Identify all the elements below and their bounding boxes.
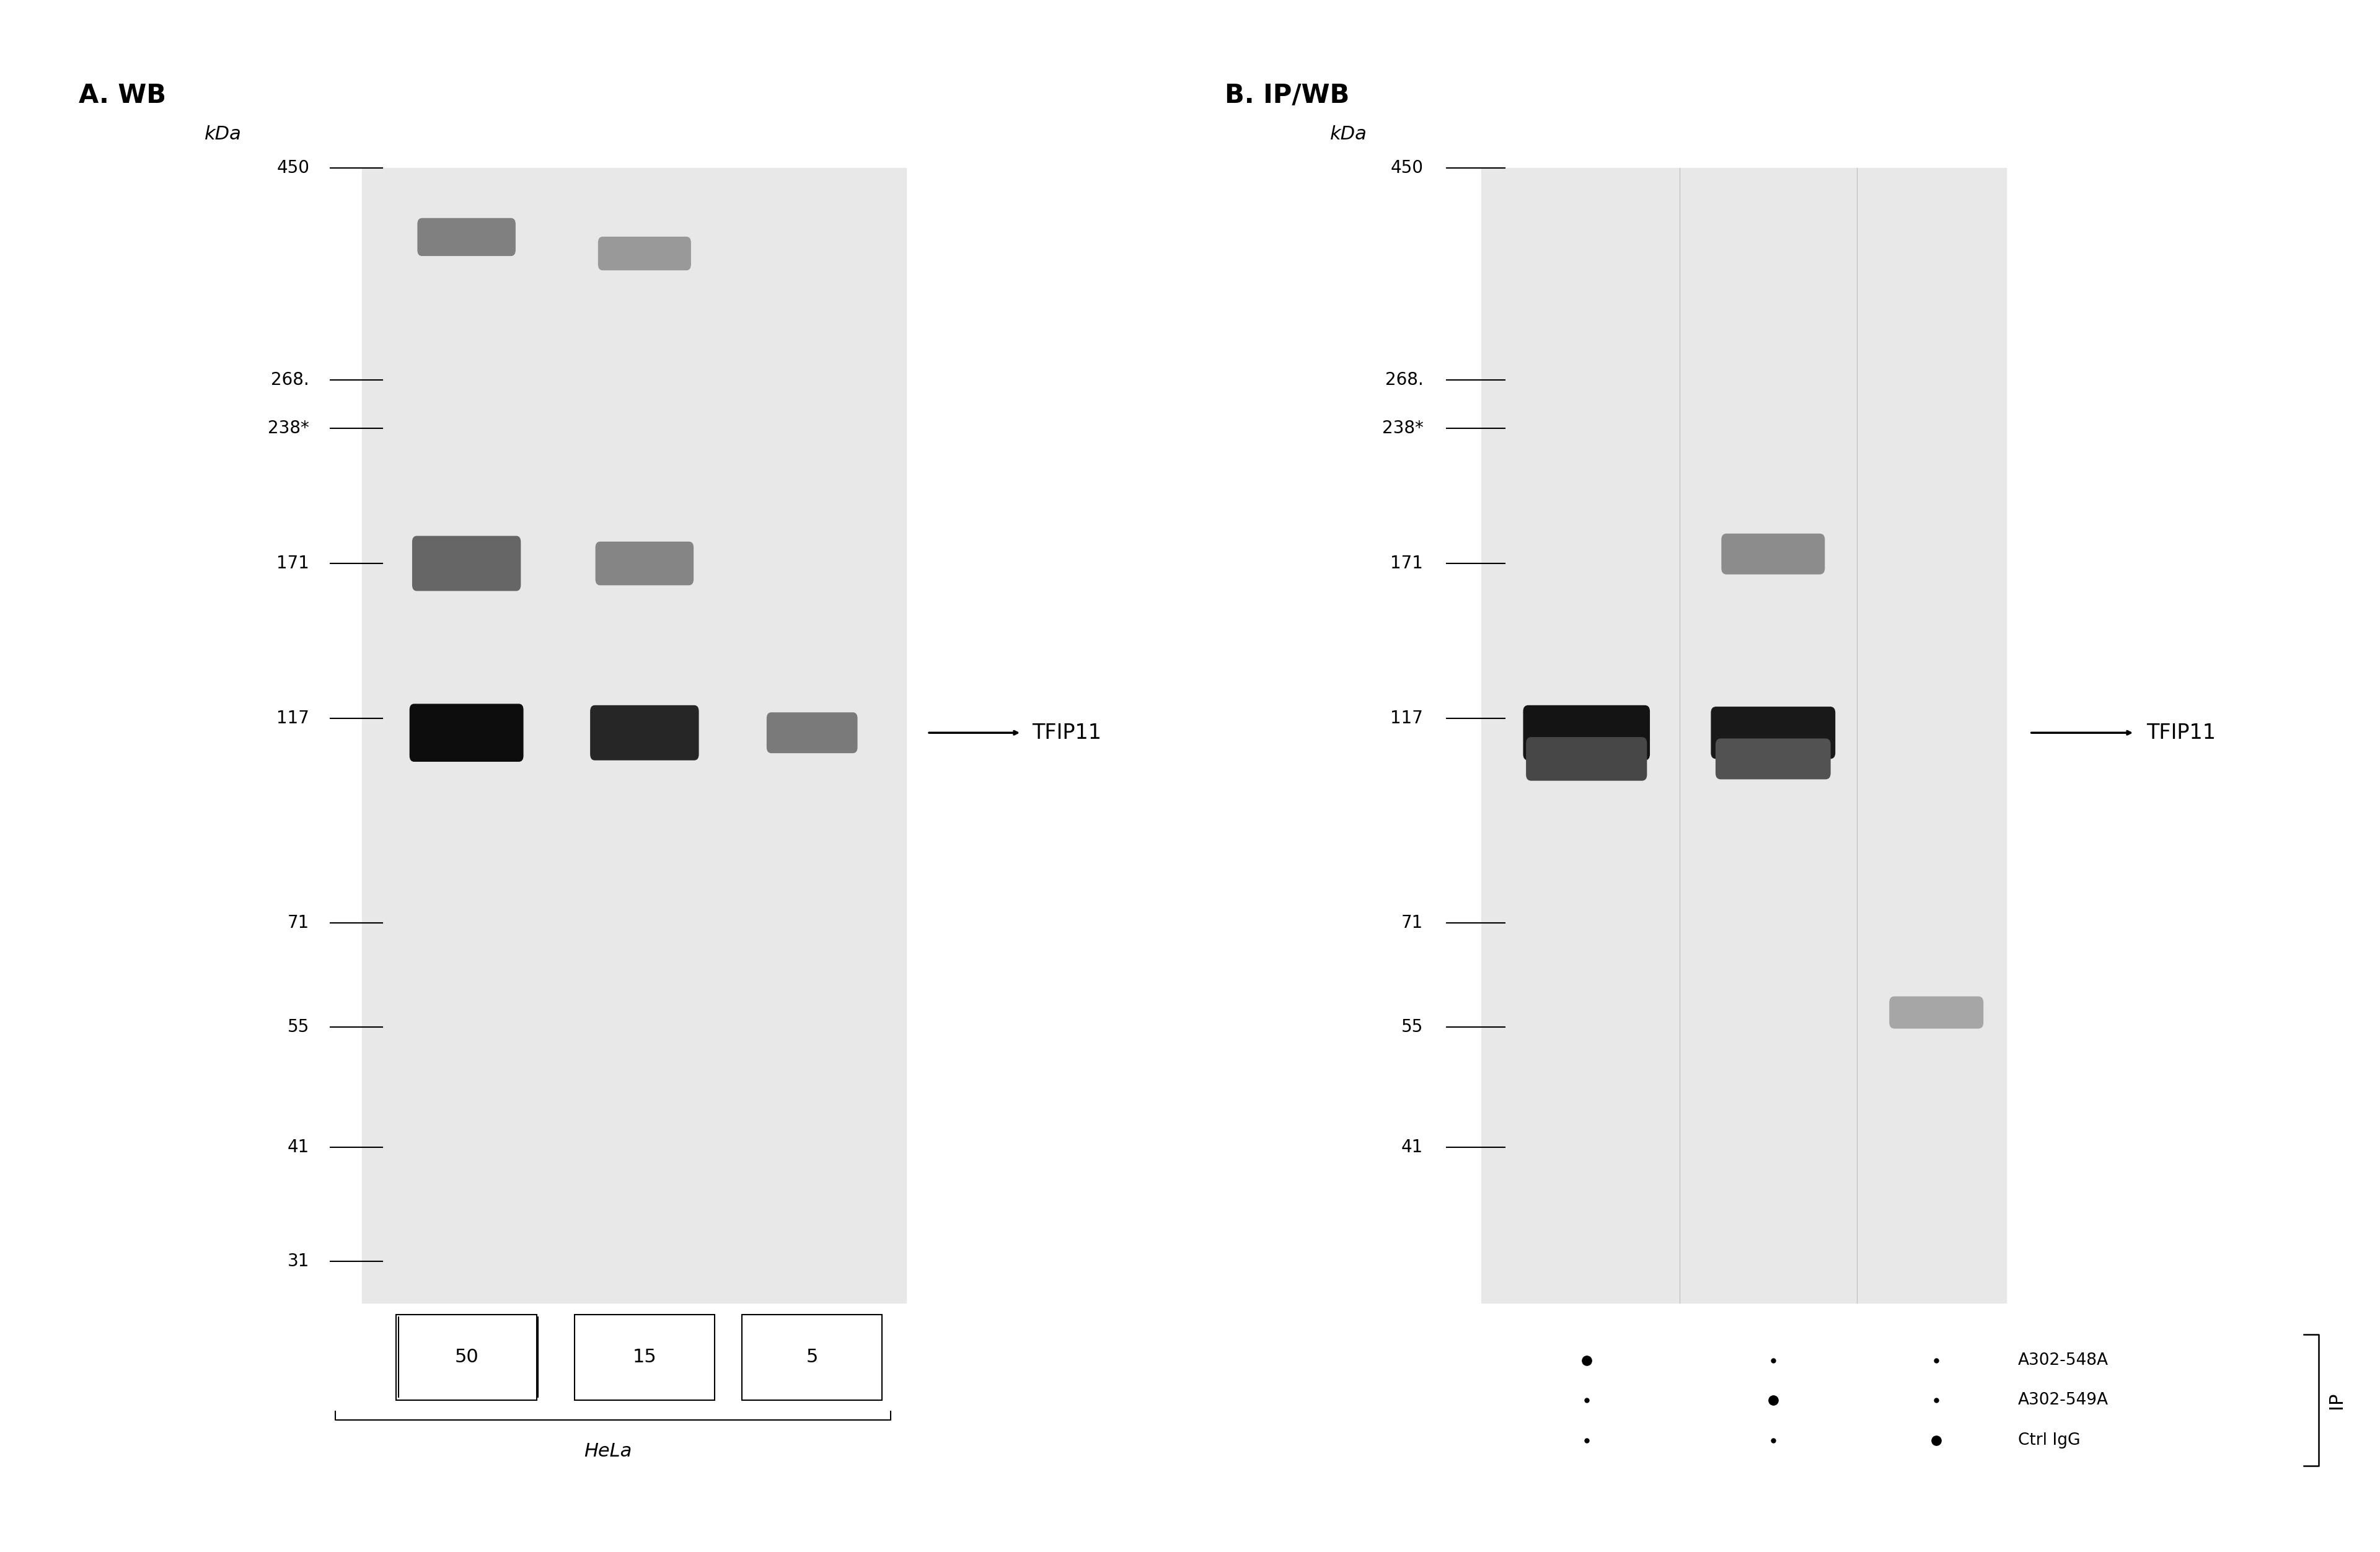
FancyBboxPatch shape (597, 237, 690, 270)
FancyBboxPatch shape (1526, 737, 1647, 781)
Text: 55: 55 (1402, 1018, 1423, 1035)
Text: A302-549A: A302-549A (2018, 1392, 2109, 1408)
Text: 117: 117 (1390, 709, 1423, 728)
FancyBboxPatch shape (1711, 708, 1835, 759)
Text: 171: 171 (276, 554, 309, 573)
FancyBboxPatch shape (1890, 996, 1983, 1029)
Text: 117: 117 (276, 709, 309, 728)
Text: 31: 31 (288, 1252, 309, 1270)
Text: 268.: 268. (271, 371, 309, 388)
Text: HeLa: HeLa (583, 1442, 631, 1460)
FancyBboxPatch shape (419, 219, 514, 256)
Text: 238*: 238* (269, 419, 309, 438)
FancyBboxPatch shape (1721, 534, 1825, 574)
Text: TFIP11: TFIP11 (2147, 723, 2216, 743)
Text: 5: 5 (807, 1349, 819, 1366)
Text: Ctrl IgG: Ctrl IgG (2018, 1432, 2080, 1448)
Text: B. IP/WB: B. IP/WB (1226, 82, 1349, 109)
Text: 450: 450 (1390, 160, 1423, 177)
Text: 55: 55 (288, 1018, 309, 1035)
Text: IP: IP (2328, 1392, 2344, 1409)
FancyBboxPatch shape (766, 712, 857, 753)
Text: A. WB: A. WB (79, 82, 167, 109)
Text: TFIP11: TFIP11 (1033, 723, 1102, 743)
Text: kDa: kDa (1330, 126, 1366, 143)
Bar (1480, 168, 2006, 1304)
Text: 71: 71 (288, 914, 309, 931)
Text: 71: 71 (1402, 914, 1423, 931)
FancyBboxPatch shape (1716, 739, 1830, 779)
Text: kDa: kDa (205, 126, 243, 143)
FancyBboxPatch shape (590, 706, 697, 760)
FancyBboxPatch shape (595, 542, 693, 585)
FancyBboxPatch shape (743, 1315, 883, 1400)
Bar (362, 168, 907, 1304)
Text: 41: 41 (288, 1139, 309, 1156)
FancyBboxPatch shape (397, 1315, 536, 1400)
Text: 171: 171 (1390, 554, 1423, 573)
Text: 450: 450 (276, 160, 309, 177)
FancyBboxPatch shape (1523, 706, 1649, 760)
Text: 50: 50 (455, 1349, 478, 1366)
FancyBboxPatch shape (409, 705, 524, 762)
FancyBboxPatch shape (412, 537, 521, 591)
Text: 268.: 268. (1385, 371, 1423, 388)
FancyBboxPatch shape (574, 1315, 714, 1400)
Text: 41: 41 (1402, 1139, 1423, 1156)
Text: A302-548A: A302-548A (2018, 1352, 2109, 1369)
Text: 15: 15 (633, 1349, 657, 1366)
Text: 238*: 238* (1383, 419, 1423, 438)
